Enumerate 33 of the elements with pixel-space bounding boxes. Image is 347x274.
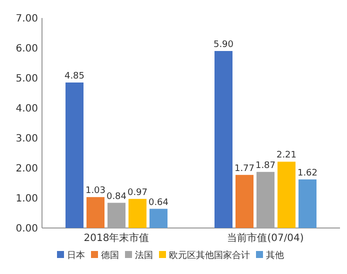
legend-label: 德国 xyxy=(101,250,119,261)
x-tick-label: 2018年末市值 xyxy=(84,232,150,244)
y-tick-label: 6.00 xyxy=(16,44,38,54)
legend-label: 欧元区其他国家合计 xyxy=(169,250,250,261)
y-tick-label: 0.00 xyxy=(16,224,38,234)
data-label: 1.77 xyxy=(234,164,255,174)
data-label: 1.03 xyxy=(85,186,106,196)
data-label: 0.97 xyxy=(127,188,148,198)
bar xyxy=(278,162,296,228)
y-tick-label: 5.00 xyxy=(16,74,38,84)
legend-label: 法国 xyxy=(135,250,153,261)
data-label: 0.64 xyxy=(148,198,169,208)
y-tick-label: 1.00 xyxy=(16,194,38,204)
legend-label: 日本 xyxy=(67,250,85,261)
bar xyxy=(150,208,168,228)
data-label: 4.85 xyxy=(64,72,85,82)
y-tick-label: 7.00 xyxy=(16,14,38,24)
bar xyxy=(86,197,104,228)
y-tick-label: 2.00 xyxy=(16,164,38,174)
data-label: 1.62 xyxy=(297,168,318,178)
data-label: 5.90 xyxy=(213,40,234,50)
data-label: 0.84 xyxy=(106,192,127,202)
bar xyxy=(128,198,146,228)
bar xyxy=(236,174,254,228)
bar xyxy=(298,179,316,228)
legend-label: 其他 xyxy=(266,250,284,261)
bar xyxy=(66,82,84,228)
data-label: 1.87 xyxy=(255,160,276,171)
data-label: 2.21 xyxy=(276,150,297,161)
bar xyxy=(214,51,232,228)
x-tick-label: 当前市值(07/04) xyxy=(227,232,304,244)
y-tick-label: 4.00 xyxy=(16,104,38,114)
y-tick-label: 3.00 xyxy=(16,134,38,144)
